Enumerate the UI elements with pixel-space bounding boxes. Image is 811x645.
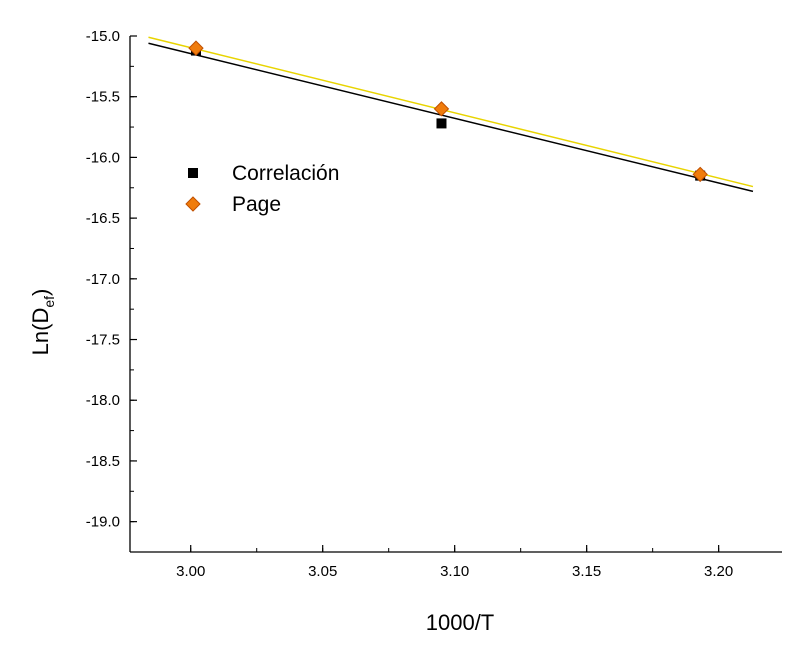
fit-lines — [148, 36, 754, 193]
data-point-square — [436, 118, 447, 129]
legend-marker-square — [188, 168, 198, 178]
y-tick-label: -18.5 — [86, 453, 120, 470]
x-tick-label: 3.00 — [176, 563, 205, 580]
y-tick-label: -17.5 — [86, 332, 120, 349]
legend: Correlación Page — [185, 162, 339, 216]
data-point-diamond — [188, 40, 204, 56]
x-tick-label: 3.20 — [704, 563, 733, 580]
data-points — [188, 40, 708, 183]
y-axis-title-main: Ln(D — [28, 308, 53, 356]
legend-label: Correlación — [232, 162, 339, 185]
x-tick-label: 3.15 — [572, 563, 601, 580]
x-axis-title: 1000/T — [426, 610, 495, 635]
y-tick-label: -16.5 — [86, 210, 120, 227]
y-tick-label: -15.0 — [86, 28, 120, 45]
data-point-diamond — [433, 101, 450, 117]
fit-line-1 — [148, 42, 754, 193]
axes — [129, 36, 782, 553]
ticks: -15.0 -15.5 -16.0 -16.5 -17.0 -17.5 -18.0 -18.5… — [86, 28, 733, 580]
y-tick-label: -16.0 — [86, 149, 120, 166]
y-tick-label: -17.0 — [86, 271, 120, 288]
y-tick-label: -15.5 — [86, 89, 120, 106]
y-tick-label: -18.0 — [86, 392, 120, 409]
y-axis-title: Ln(Def) — [28, 289, 57, 356]
y-tick-label: -19.0 — [86, 514, 120, 531]
legend-marker-diamond — [185, 196, 201, 212]
y-axis-title-close: ) — [28, 289, 53, 296]
data-point-diamond — [692, 166, 708, 183]
x-tick-label: 3.05 — [308, 563, 337, 580]
legend-label: Page — [232, 193, 281, 216]
fit-line-2 — [148, 36, 754, 188]
y-axis-title-sub: ef — [41, 296, 57, 308]
x-tick-label: 3.10 — [440, 563, 469, 580]
